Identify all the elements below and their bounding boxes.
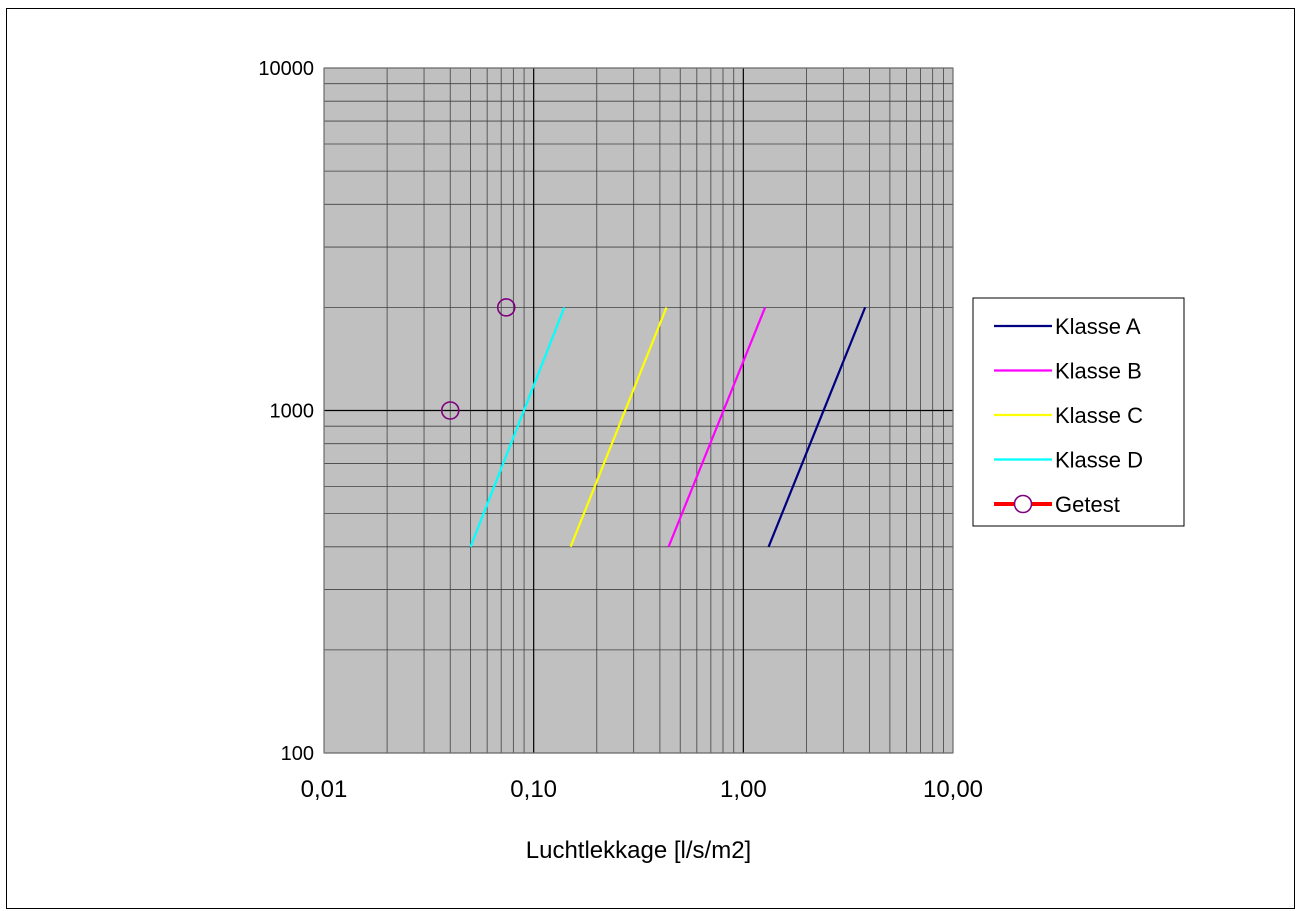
x-tick-labels: 0,01 0,10 1,00 10,00 [301,776,983,803]
legend: Klasse A Klasse B Klasse C Klasse D Getest [972,297,1185,527]
series-line-klasse-c [569,306,668,548]
y-tick-labels: 100 1000 10000 [258,58,314,765]
y-tick-label: 1000 [270,401,315,423]
y-tick-label: 100 [281,743,314,765]
chart-svg: 0,01 0,10 1,00 10,00 100 1000 10000 Luchtlekk… [258,58,1185,864]
legend-label-getest: Getest [1055,492,1120,517]
x-tick-label: 10,00 [923,776,983,803]
legend-marker-getest [1013,494,1033,514]
data-point-getest [440,401,460,420]
x-tick-label: 0,01 [301,776,348,803]
plot-border [323,67,954,754]
series-layer [440,298,867,548]
legend-box [972,297,1185,527]
data-point-getest [496,298,516,317]
legend-label-klasse-b: Klasse B [1055,359,1142,384]
x-axis-label: Luchtlekkage [l/s/m2] [526,837,751,864]
legend-label-klasse-c: Klasse C [1055,403,1143,428]
series-line-klasse-b [667,306,767,548]
series-line-klasse-d [469,306,566,548]
y-tick-label: 10000 [258,58,314,80]
legend-label-klasse-d: Klasse D [1055,448,1143,473]
x-tick-label: 0,10 [510,776,557,803]
x-tick-label: 1,00 [720,776,767,803]
chart-frame: 0,01 0,10 1,00 10,00 100 1000 10000 Luchtlekk… [6,8,1295,909]
series-line-klasse-a [767,306,867,548]
legend-label-klasse-a: Klasse A [1055,314,1141,339]
